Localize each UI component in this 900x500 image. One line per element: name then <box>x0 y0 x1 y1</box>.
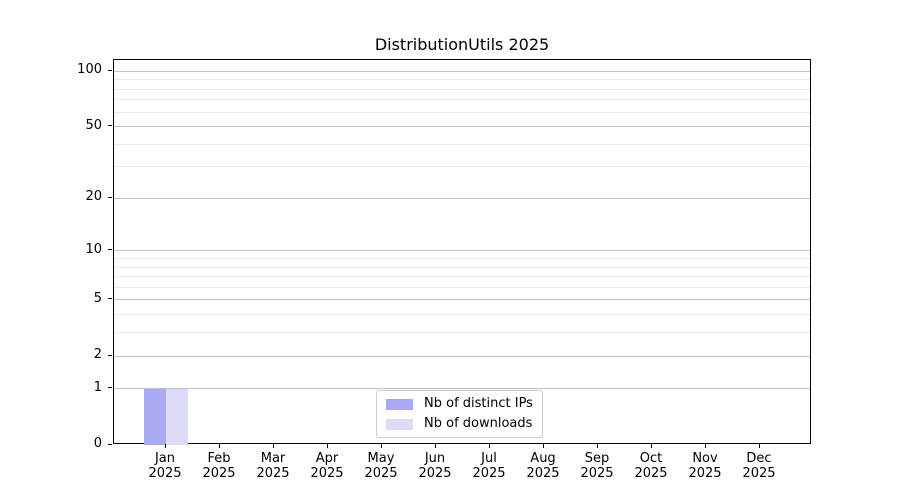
x-tick-year: 2025 <box>526 466 560 481</box>
gridline-minor <box>114 276 810 278</box>
y-tick-mark <box>108 298 112 300</box>
x-tick-year: 2025 <box>148 466 182 481</box>
gridline-minor <box>114 99 810 101</box>
gridline-major <box>114 126 810 128</box>
y-tick-label: 100 <box>77 62 102 78</box>
x-tick-label: Apr 2025 <box>299 451 355 481</box>
x-tick-mark <box>434 444 436 448</box>
gridline-minor <box>114 266 810 268</box>
x-tick-year: 2025 <box>688 466 722 481</box>
y-tick-label: 0 <box>93 436 102 451</box>
y-tick-label: 10 <box>85 241 102 257</box>
x-tick-mark <box>272 444 274 448</box>
x-tick-month: Jan <box>154 451 176 466</box>
gridline-minor <box>114 111 810 113</box>
gridline-major <box>114 299 810 301</box>
bar-nb-of-distinct-ips <box>144 388 166 445</box>
y-tick-mark <box>108 443 112 445</box>
y-tick-mark <box>108 69 112 71</box>
x-tick-month: Jun <box>424 451 446 466</box>
x-tick-month: Oct <box>639 451 663 466</box>
legend: Nb of distinct IPs Nb of downloads <box>376 390 543 438</box>
y-tick-label: 2 <box>93 347 102 363</box>
chart-title: DistributionUtils 2025 <box>374 35 550 54</box>
x-tick-month: Aug <box>530 451 556 466</box>
legend-row: Nb of distinct IPs <box>386 396 533 412</box>
x-tick-mark <box>164 444 166 448</box>
x-tick-mark <box>488 444 490 448</box>
plot-area: Nb of distinct IPs Nb of downloads <box>113 59 811 445</box>
x-tick-mark <box>380 444 382 448</box>
x-tick-year: 2025 <box>634 466 668 481</box>
y-tick-mark <box>108 387 112 389</box>
x-tick-month: Apr <box>315 451 339 466</box>
x-tick-year: 2025 <box>580 466 614 481</box>
x-tick-month: Mar <box>260 451 286 466</box>
gridline-major <box>114 355 810 357</box>
gridline-minor <box>114 88 810 90</box>
x-tick-month: Feb <box>207 451 231 466</box>
gridline-minor <box>114 286 810 288</box>
gridline-minor <box>114 166 810 168</box>
x-tick-mark <box>218 444 220 448</box>
y-tick-mark <box>108 125 112 127</box>
legend-label-distinct-ips: Nb of distinct IPs <box>424 396 533 411</box>
gridline-major <box>114 70 810 72</box>
gridline-minor <box>114 258 810 259</box>
x-tick-mark <box>650 444 652 448</box>
y-tick-label: 20 <box>85 189 102 205</box>
legend-row: Nb of downloads <box>386 416 533 432</box>
gridline-major <box>114 250 810 252</box>
x-tick-mark <box>758 444 760 448</box>
x-tick-label: Aug 2025 <box>515 451 571 481</box>
x-tick-year: 2025 <box>472 466 506 481</box>
x-tick-mark <box>596 444 598 448</box>
legend-label-downloads: Nb of downloads <box>424 416 533 431</box>
y-tick-mark <box>108 354 112 356</box>
x-tick-month: Nov <box>692 451 718 466</box>
x-tick-label: Nov 2025 <box>677 451 733 481</box>
x-tick-label: Sep 2025 <box>569 451 625 481</box>
x-tick-year: 2025 <box>364 466 398 481</box>
y-tick-label: 5 <box>93 290 102 306</box>
x-tick-year: 2025 <box>310 466 344 481</box>
gridline-minor <box>114 314 810 316</box>
x-tick-label: Oct 2025 <box>623 451 679 481</box>
x-tick-month: Jul <box>481 451 497 466</box>
x-tick-label: Mar 2025 <box>245 451 301 481</box>
x-tick-label: Dec 2025 <box>731 451 787 481</box>
x-tick-label: Jun 2025 <box>407 451 463 481</box>
gridline-minor <box>114 79 810 81</box>
bar-nb-of-downloads <box>166 388 188 445</box>
x-tick-mark <box>704 444 706 448</box>
x-tick-year: 2025 <box>418 466 452 481</box>
y-tick-label: 50 <box>85 117 102 133</box>
x-tick-label: Feb 2025 <box>191 451 247 481</box>
x-tick-label: Jul 2025 <box>461 451 517 481</box>
y-tick-mark <box>108 196 112 198</box>
x-tick-month: May <box>367 451 395 466</box>
x-tick-month: Sep <box>584 451 610 466</box>
y-tick-mark <box>108 249 112 251</box>
x-tick-month: Dec <box>746 451 772 466</box>
gridline-major <box>114 197 810 199</box>
gridline-major <box>114 388 810 390</box>
x-tick-mark <box>542 444 544 448</box>
x-tick-label: Jan 2025 <box>137 451 193 481</box>
legend-swatch-distinct-ips <box>386 398 413 410</box>
x-tick-mark <box>326 444 328 448</box>
legend-swatch-downloads <box>386 418 413 430</box>
x-tick-year: 2025 <box>256 466 290 481</box>
gridline-minor <box>114 143 810 145</box>
gridline-minor <box>114 332 810 334</box>
x-tick-year: 2025 <box>742 466 776 481</box>
x-tick-label: May 2025 <box>353 451 409 481</box>
x-tick-year: 2025 <box>202 466 236 481</box>
y-tick-label: 1 <box>93 379 102 395</box>
